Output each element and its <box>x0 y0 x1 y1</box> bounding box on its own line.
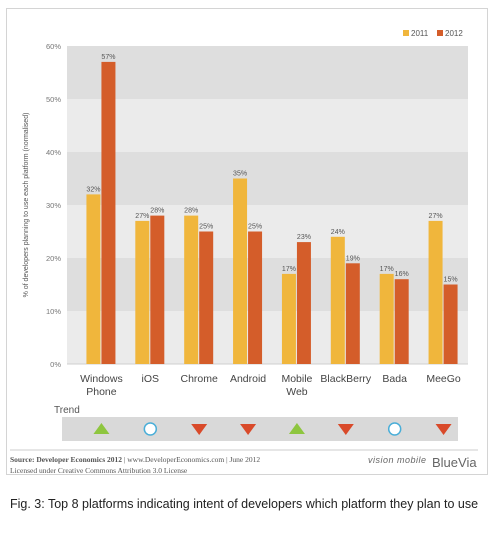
y-tick-label: 50% <box>46 95 61 104</box>
bar <box>281 273 296 364</box>
bar <box>150 215 165 364</box>
bar <box>199 231 214 364</box>
data-label: 23% <box>297 234 311 241</box>
bar <box>379 273 394 364</box>
legend-swatch <box>437 30 443 36</box>
trend-down-icon <box>240 424 257 435</box>
bar-chart: 0% 10% 20% 30% 40% 50% 60% % of developers plan… <box>10 29 478 451</box>
y-tick-label: 20% <box>46 254 61 263</box>
license-note: Licensed under Creative Commons Attribut… <box>10 466 188 475</box>
x-tick-label: Web <box>286 386 308 398</box>
trend-flat-icon <box>387 422 402 436</box>
bar <box>330 236 345 364</box>
data-label: 27% <box>429 213 443 220</box>
data-label: 57% <box>101 54 115 61</box>
source-title: Source: Developer Economics 2012 <box>10 455 122 464</box>
data-label: 28% <box>184 208 198 215</box>
bar <box>248 231 263 364</box>
grid-band <box>67 205 468 258</box>
bar <box>345 263 360 364</box>
x-tick-label: MeeGo <box>426 373 461 385</box>
trend-down-icon <box>191 424 208 435</box>
bar <box>394 279 409 364</box>
x-tick-label: Bada <box>382 373 407 385</box>
bar <box>184 215 199 364</box>
x-tick-label: Windows <box>80 373 123 385</box>
y-axis-label: % of developers planning to use each pla… <box>23 113 30 298</box>
legend-swatch <box>403 30 409 36</box>
bar <box>428 220 443 364</box>
x-tick-label: BlackBerry <box>320 373 372 385</box>
data-label: 32% <box>86 186 100 193</box>
bar <box>101 61 116 365</box>
trend-label: Trend <box>54 405 80 416</box>
y-tick-label: 60% <box>46 42 61 51</box>
data-label: 17% <box>380 266 394 273</box>
trend-down-icon <box>435 424 452 435</box>
grid-band <box>67 99 468 152</box>
trend-up-icon <box>93 423 110 434</box>
data-label: 35% <box>233 171 247 178</box>
trend-down-icon <box>337 424 354 435</box>
data-label: 27% <box>135 213 149 220</box>
data-label: 28% <box>150 208 164 215</box>
x-tick-label: Android <box>230 373 266 385</box>
grid-band <box>67 152 468 205</box>
x-tick-label: Mobile <box>281 373 312 385</box>
y-tick-label: 40% <box>46 148 61 157</box>
trend-up-icon <box>288 423 305 434</box>
x-tick-label: Chrome <box>181 373 219 385</box>
data-label: 15% <box>444 277 458 284</box>
data-label: 25% <box>248 224 262 231</box>
data-label: 16% <box>395 271 409 278</box>
x-tick-label: Phone <box>86 386 117 398</box>
y-tick-label: 0% <box>50 360 61 369</box>
source-detail: | www.DeveloperEconomics.com | June 2012 <box>122 455 261 464</box>
grid-band <box>67 46 468 99</box>
data-label: 19% <box>346 255 360 262</box>
data-label: 25% <box>199 224 213 231</box>
bar <box>233 178 248 364</box>
bar <box>296 242 311 364</box>
figure-caption: Fig. 3: Top 8 platforms indicating inten… <box>10 497 479 511</box>
visionmobile-logo: vision mobile <box>368 455 427 465</box>
data-label: 24% <box>331 229 345 236</box>
bar <box>86 194 101 364</box>
bar <box>135 220 150 364</box>
legend-label: 2012 <box>445 29 463 38</box>
y-tick-label: 10% <box>46 307 61 316</box>
x-tick-label: iOS <box>142 373 160 385</box>
bluevia-logo: BlueVia <box>432 455 477 470</box>
trend-flat-icon <box>143 422 158 436</box>
source-note: Source: Developer Economics 2012 | www.D… <box>10 454 310 476</box>
legend-label: 2011 <box>411 29 429 38</box>
data-label: 17% <box>282 266 296 273</box>
bar <box>443 284 458 364</box>
y-tick-label: 30% <box>46 201 61 210</box>
